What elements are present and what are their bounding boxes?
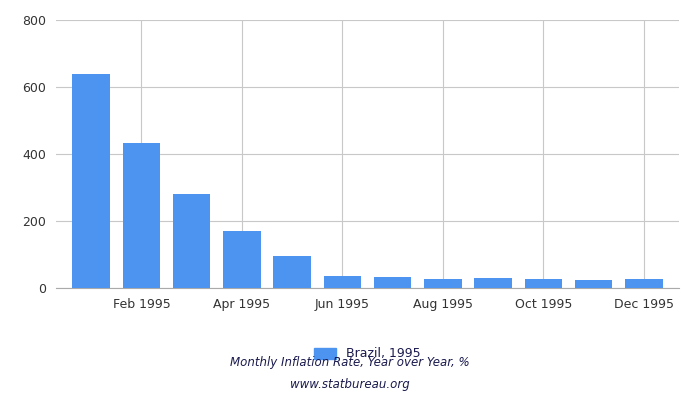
Text: Monthly Inflation Rate, Year over Year, %: Monthly Inflation Rate, Year over Year, … xyxy=(230,356,470,369)
Bar xyxy=(122,143,160,288)
Bar xyxy=(323,276,361,288)
Legend: Brazil, 1995: Brazil, 1995 xyxy=(309,342,426,366)
Bar xyxy=(173,194,211,288)
Bar xyxy=(625,279,663,288)
Text: www.statbureau.org: www.statbureau.org xyxy=(290,378,410,391)
Bar xyxy=(575,280,612,288)
Bar xyxy=(223,231,260,288)
Bar xyxy=(72,74,110,288)
Bar xyxy=(273,256,311,288)
Bar xyxy=(524,279,562,288)
Bar xyxy=(475,278,512,288)
Bar xyxy=(374,277,412,288)
Bar xyxy=(424,279,462,288)
